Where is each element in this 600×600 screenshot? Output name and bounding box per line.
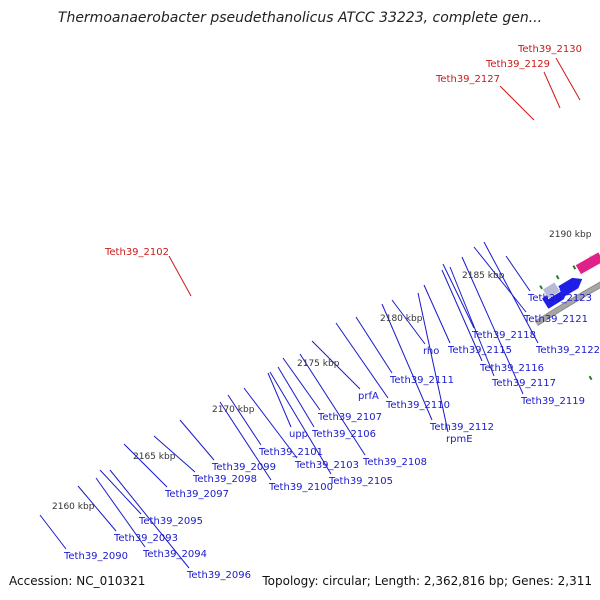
leader-line: [267, 372, 292, 428]
gene-label-forward[interactable]: Teth39_2108: [362, 457, 427, 468]
gene-label-forward[interactable]: Teth39_2105: [328, 476, 393, 487]
genome-stats-text: Topology: circular; Length: 2,362,816 bp…: [262, 574, 592, 588]
leader-line: [442, 263, 475, 329]
map-title: Thermoanaerobacter pseudethanolicus ATCC…: [57, 10, 543, 26]
gene-label-forward[interactable]: Teth39_2103: [294, 460, 359, 471]
leader-line: [269, 371, 332, 475]
leader-line: [219, 401, 272, 481]
scale-tick-label: 2160 kbp: [52, 502, 95, 512]
gene-label-forward[interactable]: Teth39_2106: [311, 429, 376, 440]
gene-label-forward[interactable]: Teth39_2090: [63, 551, 128, 562]
gene-label-forward[interactable]: Teth39_2101: [258, 447, 323, 458]
gene-label-forward[interactable]: Teth39_2122: [535, 345, 600, 356]
leaders-layer: [39, 57, 581, 569]
leader-line: [109, 469, 190, 569]
gene-label-forward[interactable]: Teth39_2098: [192, 474, 257, 485]
gene-label-forward[interactable]: Teth39_2121: [523, 314, 588, 325]
leader-line: [483, 241, 539, 344]
leader-line: [299, 353, 366, 456]
coverage-tick: [572, 265, 577, 270]
leader-line: [423, 284, 451, 344]
leader-line: [168, 255, 192, 297]
leader-line: [282, 357, 321, 411]
labels-layer: 2160 kbp 2165 kbp 2170 kbp 2175 kbp 2180 kbp…: [52, 44, 600, 581]
gene-label-forward[interactable]: Teth39_2123: [527, 293, 592, 304]
gene-label-forward[interactable]: Teth39_2115: [447, 345, 512, 356]
gene-label-reverse[interactable]: Teth39_2129: [485, 59, 550, 70]
gene-label-forward[interactable]: Teth39_2093: [113, 533, 178, 544]
leader-line: [355, 316, 393, 374]
leader-line: [391, 299, 426, 345]
leader-line: [123, 443, 168, 488]
gene-label-reverse[interactable]: Teth39_2130: [517, 44, 582, 55]
gene-label-forward[interactable]: rpmE: [446, 434, 473, 445]
leader-line: [227, 394, 262, 446]
leader-line: [499, 85, 535, 121]
accession-text: Accession: NC_010321: [9, 574, 146, 588]
gene-block[interactable]: [574, 251, 600, 275]
leader-line: [555, 57, 581, 101]
leader-line: [77, 485, 117, 532]
gene-label-forward[interactable]: rho: [423, 346, 439, 357]
gene-arrow[interactable]: [558, 277, 583, 297]
leader-line: [505, 255, 531, 292]
leader-line: [95, 477, 146, 548]
leader-line: [461, 256, 524, 395]
gene-label-forward[interactable]: Teth39_2111: [389, 375, 454, 386]
gene-label-forward[interactable]: Teth39_2119: [520, 396, 585, 407]
gene-label-forward[interactable]: Teth39_2100: [268, 482, 333, 493]
gene-label-forward[interactable]: Teth39_2107: [317, 412, 382, 423]
leader-line: [417, 292, 449, 433]
leader-line: [335, 322, 389, 399]
gene-label-forward[interactable]: Teth39_2112: [429, 422, 494, 433]
leader-line: [153, 435, 196, 473]
leader-line: [179, 419, 215, 461]
gene-label-forward[interactable]: Teth39_2110: [385, 400, 450, 411]
gene-arrow[interactable]: [542, 288, 568, 309]
leader-line: [39, 514, 67, 550]
leader-line: [277, 366, 315, 428]
scale-tick-label: 2190 kbp: [549, 230, 592, 240]
leader-line: [311, 340, 361, 390]
scale-tick-label: 2175 kbp: [297, 359, 340, 369]
ticks-layer: [539, 255, 594, 381]
gene-label-forward[interactable]: Teth39_2099: [211, 462, 276, 473]
leader-line: [449, 266, 495, 377]
gene-label-forward[interactable]: Teth39_2118: [471, 330, 536, 341]
coverage-tick: [539, 285, 544, 290]
leader-line: [99, 469, 142, 515]
leader-line: [473, 246, 527, 313]
leader-line: [543, 71, 561, 109]
gene-label-reverse[interactable]: Teth39_2102: [104, 247, 169, 258]
gene-label-forward[interactable]: Teth39_2097: [164, 489, 229, 500]
gene-label-forward[interactable]: prfA: [358, 391, 379, 402]
scale-tick-label: 2185 kbp: [462, 271, 505, 281]
scale-tick-label: 2170 kbp: [212, 405, 255, 415]
scale-tick-label: 2180 kbp: [380, 314, 423, 324]
leader-line: [381, 303, 433, 421]
coverage-tick: [588, 375, 593, 381]
gene-label-forward[interactable]: Teth39_2094: [142, 549, 207, 560]
gene-label-forward[interactable]: upp: [289, 429, 308, 440]
leader-line: [441, 269, 483, 362]
gene-label-reverse[interactable]: Teth39_2127: [435, 74, 500, 85]
gene-label-forward[interactable]: Teth39_2116: [479, 363, 544, 374]
scale-tick-label: 2165 kbp: [133, 452, 176, 462]
gene-label-forward[interactable]: Teth39_2096: [186, 570, 251, 581]
leader-line: [243, 387, 298, 459]
genes-layer: [542, 251, 600, 309]
gene-label-forward[interactable]: Teth39_2095: [138, 516, 203, 527]
gene-block[interactable]: [542, 281, 561, 300]
coverage-tick: [555, 274, 560, 280]
gene-label-forward[interactable]: Teth39_2117: [491, 378, 556, 389]
